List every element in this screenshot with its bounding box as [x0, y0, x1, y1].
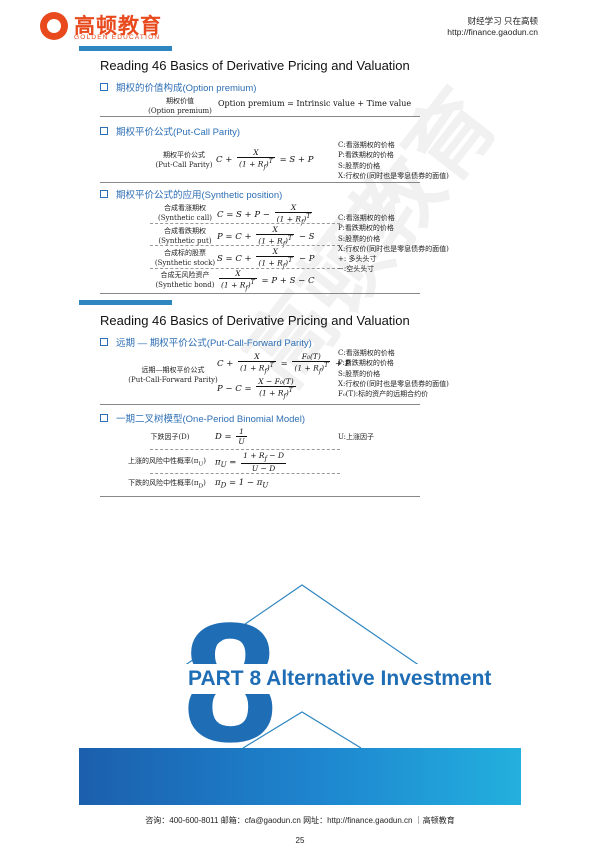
label-put-call-forward: 远期—期权平价公式 (Put-Call-Forward Parity) [128, 366, 218, 384]
part-banner [79, 748, 521, 805]
logo-text: 高顿教育 [74, 15, 162, 38]
note-up-factor: U:上涨因子 [338, 433, 375, 441]
divider [100, 116, 420, 117]
section-heading-binomial: 一期二叉树模型(One-Period Binomial Model) [100, 411, 305, 425]
reading-title-2: Reading 46 Basics of Derivative Pricing … [100, 313, 410, 328]
notes-put-call-forward: C:看涨期权的价格 P:看跌期权的价格 S:股票的价格 X:行权价(同时也是零息债券的… [338, 349, 449, 399]
formula-risk-neutral-down: πD = 1 − πU [215, 478, 269, 490]
label-put-call-parity: 期权平价公式 (Put-Call Parity) [155, 151, 213, 169]
formula-synthetic-stock: S = C + X (1 + Rf)T − P [217, 247, 315, 270]
reading-title: Reading 46 Basics of Derivative Pricing … [100, 58, 410, 73]
section-heading-option-premium: 期权的价值构成(Option premium) [100, 80, 256, 94]
part-title: PART 8 Alternative Investment [188, 667, 492, 690]
checkbox-icon [100, 190, 108, 198]
dashed-divider [150, 223, 340, 224]
formula-synthetic-bond: X (1 + Rf)T = P + S − C [219, 269, 315, 292]
notes-put-call-parity: C:看涨期权的价格 P:看跌期权的价格 S:股票的价格 X:行权价(同时也是零息债券的… [338, 141, 449, 180]
label-down-factor: 下跌因子(D) [150, 433, 190, 441]
divider [100, 182, 420, 183]
formula-put-call-forward-1: C + X (1 + Rf)T = F₀(T) (1 + Rf)T + P [217, 352, 351, 375]
section-accent-bar [79, 300, 172, 305]
dashed-divider [150, 473, 340, 474]
header-url[interactable]: http://finance.gaodun.cn [447, 27, 538, 37]
checkbox-icon [100, 83, 108, 91]
formula-put-call-parity: C + X (1 + Rf)T = S + P [216, 148, 314, 171]
section-heading-put-call-forward: 远期 — 期权平价公式(Put-Call-Forward Parity) [100, 335, 312, 349]
section-heading-synthetic-position: 期权平价公式的应用(Synthetic position) [100, 187, 282, 201]
notes-synthetic-position: C:看涨期权的价格 P:看跌期权的价格 S:股票的价格 X:行权价(同时也是零息债券的… [338, 214, 449, 274]
label-synthetic-bond: 合成无风险资产 (Synthetic bond) [155, 271, 215, 289]
footer-contact: 咨询：400-600-8011 邮箱：cfa@gaodun.cn 网址：http… [145, 816, 455, 825]
divider [100, 496, 420, 497]
section-heading-put-call-parity: 期权平价公式(Put-Call Parity) [100, 124, 240, 138]
part-title-backdrop [180, 664, 496, 694]
formula-synthetic-put: P = C + X (1 + Rf)T − S [217, 225, 315, 248]
dashed-divider [150, 449, 340, 450]
label-synthetic-put: 合成看跌期权 (Synthetic put) [158, 227, 212, 245]
logo-subtitle: GOLDEN EDUCATION [74, 34, 161, 41]
label-option-premium: 期权价值 (Option premium) [148, 97, 212, 115]
formula-option-premium: Option premium = Intrinsic value + Time … [218, 99, 412, 108]
logo-icon [40, 12, 68, 40]
formula-put-call-forward-2: P − C = X − F₀(T) (1 + Rf)T [217, 377, 296, 400]
dashed-divider [150, 245, 340, 246]
section-accent-bar [79, 46, 172, 51]
label-risk-neutral-down: 下跌的风险中性概率(πD) [128, 479, 206, 490]
checkbox-icon [100, 127, 108, 135]
checkbox-icon [100, 338, 108, 346]
checkbox-icon [100, 414, 108, 422]
divider [100, 293, 420, 294]
divider [100, 404, 420, 405]
page-number: 25 [295, 836, 305, 845]
header-slogan: 财经学习 只在高顿 [467, 16, 538, 26]
formula-synthetic-call: C = S + P − X (1 + Rf)T [217, 203, 313, 226]
label-synthetic-stock: 合成标的股票 (Synthetic stock) [154, 249, 216, 267]
label-synthetic-call: 合成看涨期权 (Synthetic call) [158, 204, 212, 222]
dashed-divider [150, 268, 340, 269]
label-risk-neutral-up: 上涨的风险中性概率(πU) [128, 457, 206, 468]
